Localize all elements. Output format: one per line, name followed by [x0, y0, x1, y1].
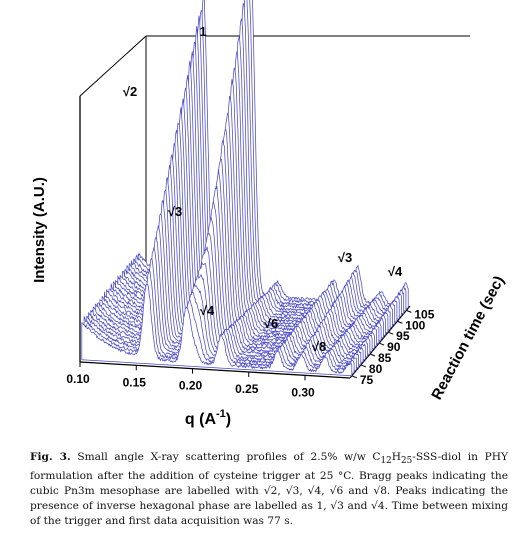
z-tick-label: 80: [369, 362, 383, 376]
z-tick-mark: [369, 353, 376, 357]
z-axis-label: Reaction time (sec): [428, 273, 508, 402]
figure-number: Fig. 3.: [30, 451, 71, 463]
peak-label: √4: [200, 303, 215, 318]
peak-label: √3: [338, 250, 352, 265]
back-wall-top-edge: [79, 35, 147, 97]
x-tick-label: 0.15: [123, 375, 147, 389]
z-tick-mark: [406, 309, 412, 313]
x-axis-ticks: 0.10 0.15 0.20 0.25 0.30: [66, 362, 315, 399]
figure-caption: Fig. 3. Small angle X-ray scattering pro…: [30, 450, 508, 529]
y-axis-label: Intensity (A.U.): [31, 177, 48, 283]
x-axis-label-close: ): [226, 411, 231, 428]
x-tick-label: 0.25: [235, 382, 259, 396]
x-axis-label: q (A-1): [185, 408, 231, 428]
z-tick-mark: [351, 375, 358, 379]
z-tick-mark: [378, 342, 385, 346]
z-tick-mark: [397, 320, 403, 324]
peak-label: √3: [168, 204, 182, 219]
peak-label: √8: [312, 339, 326, 354]
x-tick-label: 0.20: [179, 379, 203, 393]
z-tick-label: 75: [360, 373, 374, 387]
scattering-profiles: [81, 0, 409, 377]
z-axis: [349, 305, 411, 379]
peak-label: 1: [199, 24, 206, 39]
peak-labels: √2 1 √3 √4 √6 √8 √3 √4: [123, 24, 403, 354]
series-line: [81, 283, 353, 377]
peak-label: √4: [388, 264, 403, 279]
z-tick-mark: [360, 364, 367, 368]
x-axis-label-main: q (A: [185, 411, 217, 428]
z-tick-label: 100: [405, 318, 425, 332]
z-tick-mark: [387, 331, 394, 335]
caption-subscript-1: 12: [380, 456, 392, 467]
x-axis-label-exponent: -1: [216, 408, 226, 420]
z-tick-label: 90: [387, 340, 401, 354]
x-tick-label: 0.10: [66, 372, 90, 386]
peak-label: √6: [264, 316, 278, 331]
caption-text-3: -SSS-diol in PHY formulation after the a…: [30, 451, 508, 528]
caption-subscript-2: 25: [401, 456, 413, 467]
z-tick-label: 105: [414, 307, 434, 321]
peak-label: √2: [123, 84, 137, 99]
caption-text-1: Small angle X-ray scattering profiles of…: [70, 451, 381, 463]
caption-text-2: H: [391, 451, 401, 463]
x-tick-label: 0.30: [291, 385, 315, 399]
z-tick-label: 95: [396, 329, 410, 343]
z-tick-label: 85: [378, 351, 392, 365]
